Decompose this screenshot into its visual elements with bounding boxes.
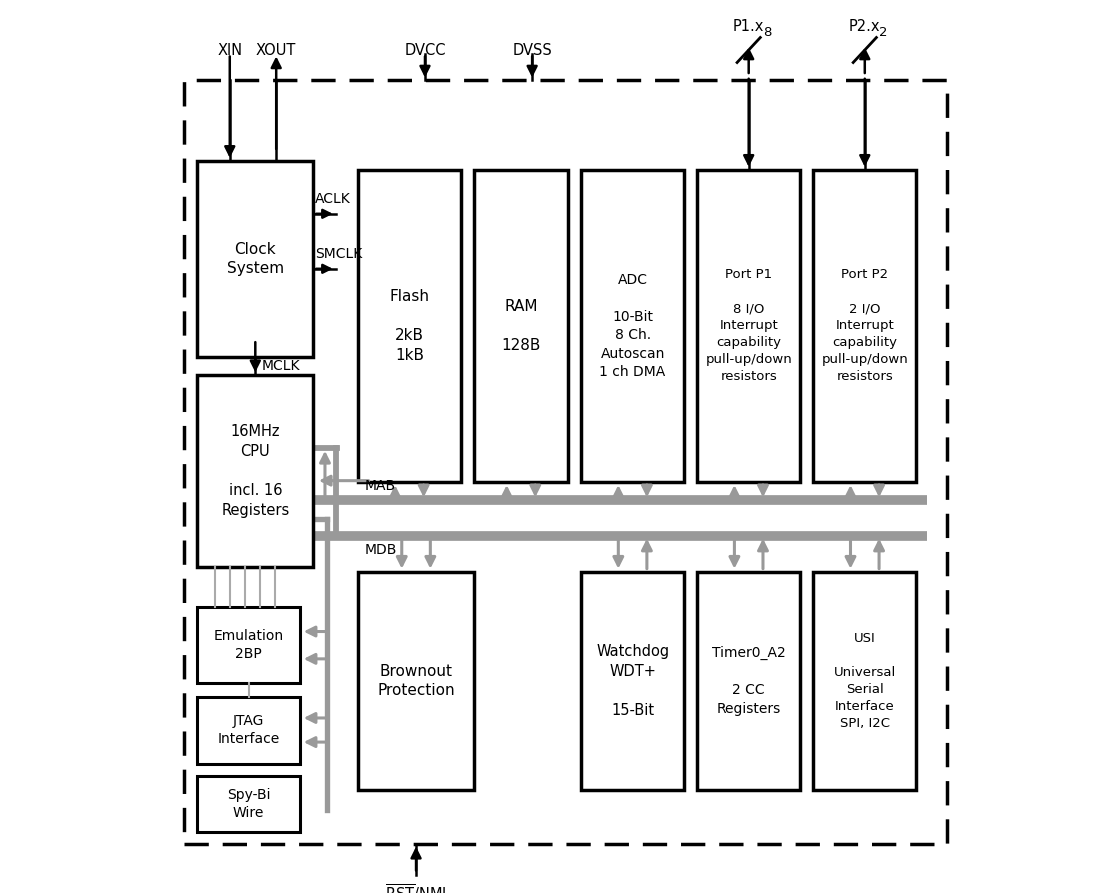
Bar [184, 80, 947, 844]
Text: RAM

128B: RAM 128B [502, 298, 541, 354]
Text: Flash

2kB
1kB: Flash 2kB 1kB [389, 288, 429, 363]
Bar [697, 572, 800, 790]
Text: Port P1

8 I/O
Interrupt
capability
pull-up/down
resistors: Port P1 8 I/O Interrupt capability pull-… [705, 269, 792, 383]
Text: DVSS: DVSS [513, 43, 552, 58]
Bar [697, 170, 800, 482]
Text: XOUT: XOUT [256, 43, 296, 58]
Bar [197, 776, 300, 832]
Text: P1.x: P1.x [733, 19, 764, 34]
Bar [197, 375, 314, 567]
Text: Spy-Bi
Wire: Spy-Bi Wire [227, 788, 271, 821]
Text: JTAG
Interface: JTAG Interface [218, 714, 279, 747]
Text: P2.x: P2.x [849, 19, 880, 34]
Text: MCLK: MCLK [262, 359, 300, 373]
Bar [581, 572, 684, 790]
Bar [813, 572, 916, 790]
Text: 16MHz
CPU

incl. 16
Registers: 16MHz CPU incl. 16 Registers [221, 424, 289, 518]
Text: MDB: MDB [364, 543, 397, 557]
Text: ACLK: ACLK [315, 192, 351, 205]
Text: Emulation
2BP: Emulation 2BP [213, 629, 284, 662]
Text: USI

Universal
Serial
Interface
SPI, I2C: USI Universal Serial Interface SPI, I2C [834, 632, 895, 730]
Bar [474, 170, 568, 482]
Text: Timer0_A2

2 CC
Registers: Timer0_A2 2 CC Registers [712, 647, 785, 715]
Bar [581, 170, 684, 482]
Text: XIN: XIN [217, 43, 242, 58]
Text: SMCLK: SMCLK [315, 246, 362, 261]
Bar [358, 170, 461, 482]
Bar [813, 170, 916, 482]
Text: ADC

10-Bit
8 Ch.
Autoscan
1 ch DMA: ADC 10-Bit 8 Ch. Autoscan 1 ch DMA [600, 273, 666, 379]
Text: $\overline{\rm RST}$/NMI: $\overline{\rm RST}$/NMI [385, 882, 447, 893]
Text: Watchdog
WDT+

15-Bit: Watchdog WDT+ 15-Bit [596, 644, 669, 718]
Bar [358, 572, 474, 790]
Text: DVCC: DVCC [404, 43, 446, 58]
Bar [197, 697, 300, 764]
Bar [197, 607, 300, 683]
Text: Brownout
Protection: Brownout Protection [377, 663, 455, 698]
Text: Clock
System: Clock System [227, 242, 284, 276]
Text: 8: 8 [763, 26, 771, 39]
Text: Port P2

2 I/O
Interrupt
capability
pull-up/down
resistors: Port P2 2 I/O Interrupt capability pull-… [822, 269, 909, 383]
Text: 2: 2 [879, 26, 888, 39]
Bar [197, 161, 314, 357]
Text: MAB: MAB [364, 479, 395, 493]
